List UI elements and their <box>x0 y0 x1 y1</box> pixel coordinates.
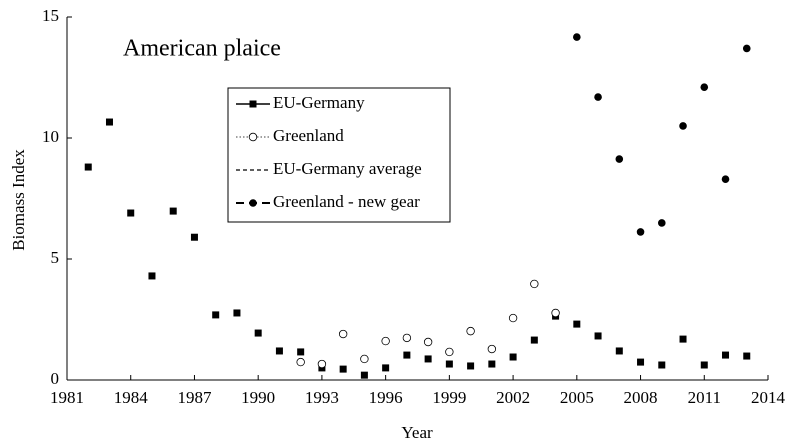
marker <box>127 209 135 217</box>
marker <box>424 355 432 363</box>
marker <box>679 335 687 343</box>
marker <box>190 233 198 241</box>
marker <box>742 44 751 53</box>
legend-label: EU-Germany average <box>273 159 422 178</box>
marker <box>360 371 368 379</box>
x-tick-label: 1981 <box>50 388 84 407</box>
marker <box>530 279 539 289</box>
legend-marker <box>249 100 257 108</box>
marker <box>105 118 113 126</box>
marker <box>360 354 369 364</box>
x-tick-label: 1987 <box>177 388 212 407</box>
marker <box>721 175 730 183</box>
x-tick-label: 1999 <box>432 388 466 407</box>
x-tick-label: 2011 <box>688 388 721 407</box>
marker <box>594 332 602 340</box>
y-tick-label: 0 <box>51 369 60 388</box>
marker <box>445 347 454 357</box>
marker <box>658 361 666 369</box>
marker <box>615 347 623 355</box>
marker <box>254 329 262 337</box>
marker <box>445 360 453 368</box>
x-tick-label: 2002 <box>496 388 530 407</box>
marker <box>573 320 581 328</box>
marker <box>594 93 602 101</box>
chart-annotation: American plaice <box>123 36 281 62</box>
marker <box>402 333 412 343</box>
marker <box>467 362 475 370</box>
marker <box>338 329 348 339</box>
marker <box>381 336 390 346</box>
marker <box>700 361 708 369</box>
marker <box>700 83 709 91</box>
marker <box>84 163 92 171</box>
marker <box>297 348 305 356</box>
legend-label: Greenland - new gear <box>273 192 420 211</box>
x-axis-label: Year <box>401 423 433 442</box>
marker <box>403 351 411 359</box>
x-tick-label: 2008 <box>624 388 658 407</box>
marker <box>233 309 241 317</box>
legend-marker <box>248 132 258 142</box>
marker <box>382 364 390 372</box>
y-tick-label: 5 <box>51 248 60 267</box>
marker <box>615 155 624 163</box>
x-tick-label: 2005 <box>560 388 594 407</box>
marker <box>169 207 177 215</box>
x-tick-label: 1996 <box>369 388 403 407</box>
marker <box>488 360 496 368</box>
marker <box>212 311 220 319</box>
legend-label: Greenland <box>273 126 344 145</box>
marker <box>466 326 475 336</box>
marker <box>636 228 645 236</box>
y-axis-label: Biomass Index <box>9 149 28 251</box>
marker <box>657 219 666 227</box>
marker <box>509 353 517 361</box>
marker <box>551 308 560 318</box>
x-tick-label: 1993 <box>305 388 339 407</box>
marker <box>296 357 305 367</box>
marker <box>637 358 645 366</box>
marker <box>275 347 283 355</box>
marker <box>743 352 751 360</box>
marker <box>508 313 518 323</box>
legend-label: EU-Germany <box>273 93 365 112</box>
marker <box>487 344 497 354</box>
x-tick-label: 2014 <box>751 388 786 407</box>
marker <box>148 272 156 280</box>
legend-box <box>227 87 451 223</box>
marker <box>339 365 347 373</box>
marker <box>530 336 538 344</box>
legend-marker <box>249 199 257 207</box>
marker <box>722 351 730 359</box>
x-tick-label: 1990 <box>241 388 275 407</box>
marker <box>573 33 581 41</box>
marker <box>423 337 433 347</box>
y-tick-label: 10 <box>42 127 59 146</box>
marker <box>679 122 687 130</box>
x-tick-label: 1984 <box>114 388 149 407</box>
marker <box>317 359 327 369</box>
y-tick-label: 15 <box>42 6 59 25</box>
